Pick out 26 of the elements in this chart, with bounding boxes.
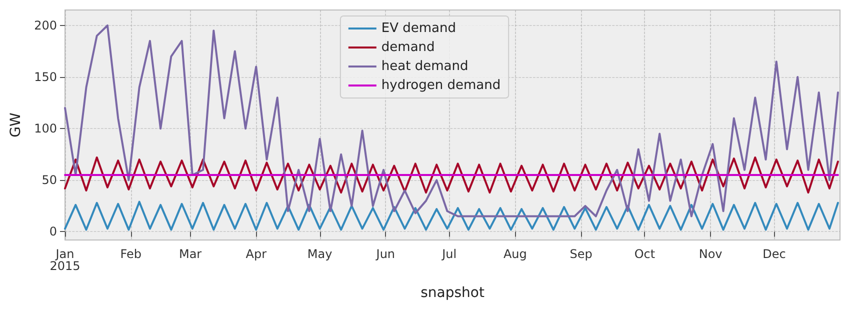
x-tick-label: Nov	[698, 247, 722, 261]
x-tick-label: Mar	[178, 247, 202, 261]
line-series	[64, 156, 839, 194]
x-tick-label: Apr	[246, 247, 267, 261]
x-tick-label: Oct	[634, 247, 656, 261]
x-tick-label: Jul	[441, 247, 457, 261]
x-axis-title: snapshot	[420, 285, 485, 301]
x-tick-label: Jan 2015	[50, 247, 80, 273]
x-tick-label: Sep	[570, 247, 592, 261]
y-axis-title: GW	[8, 112, 24, 138]
y-tick-label: 100	[34, 122, 57, 136]
y-tick-label: 150	[34, 70, 57, 84]
y-tick-label: 0	[49, 224, 57, 239]
x-tick-label: Jun	[375, 247, 396, 261]
y-tick-label: 50	[42, 173, 57, 188]
legend-label: demand	[381, 40, 435, 55]
x-tick-label: Aug	[503, 247, 527, 261]
legend-label: heat demand	[381, 59, 468, 74]
x-tick-label: May	[307, 247, 332, 261]
line-series	[64, 200, 839, 231]
y-tick-label: 200	[34, 18, 57, 32]
line-series	[64, 24, 839, 218]
legend-label: hydrogen demand	[381, 78, 501, 93]
x-tick-label: Feb	[120, 247, 142, 261]
legend-label: EV demand	[381, 21, 456, 36]
x-tick-label: Dec	[762, 247, 786, 261]
